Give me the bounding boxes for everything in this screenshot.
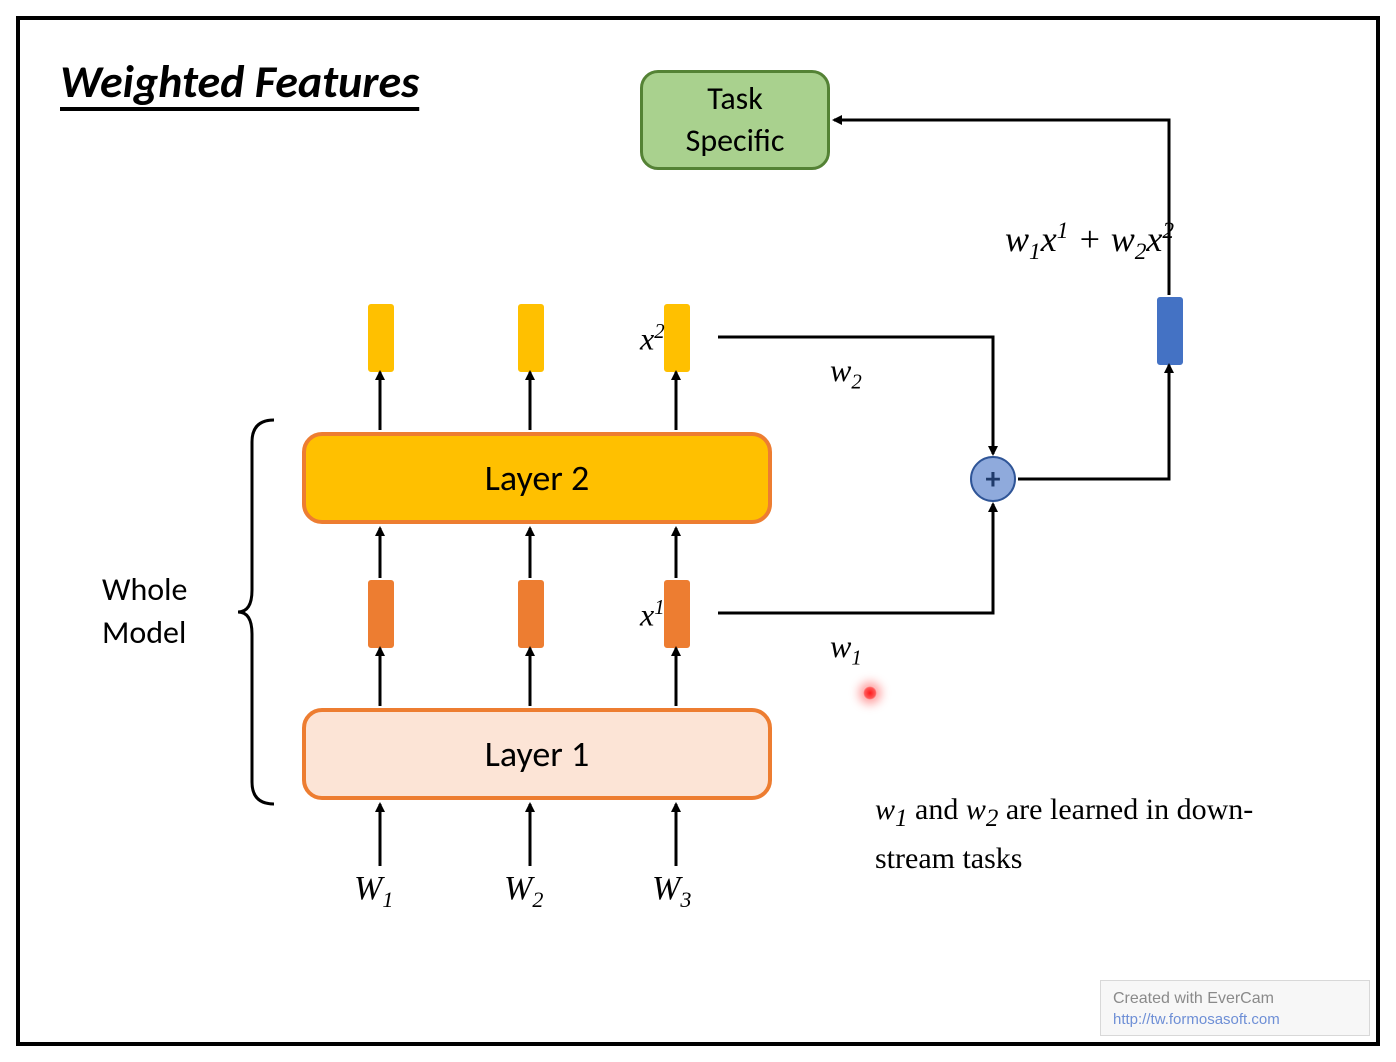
task-specific-label: Task Specific xyxy=(686,78,785,161)
input-W2: W2 xyxy=(504,870,543,913)
x2-label: x2 xyxy=(640,320,665,358)
output-feature xyxy=(1157,297,1183,365)
slide-frame: Weighted Features Task Specific w1x1 + w… xyxy=(16,16,1380,1046)
watermark-url: http://tw.formosasoft.com xyxy=(1113,1010,1357,1030)
input-W1: W1 xyxy=(354,870,393,913)
arrows-layer xyxy=(20,20,1376,1042)
formula: w1x1 + w2x2 xyxy=(1005,218,1174,266)
top-feature-2 xyxy=(518,304,544,372)
plus-node: + xyxy=(970,456,1016,502)
watermark-line1: Created with EverCam xyxy=(1113,989,1357,1010)
whole-model-label: Whole Model xyxy=(102,568,187,654)
mid-feature-1 xyxy=(368,580,394,648)
x1-label: x1 xyxy=(640,596,665,634)
layer-2-label: Layer 2 xyxy=(485,456,589,500)
task-specific-box: Task Specific xyxy=(640,70,830,170)
layer-1-box: Layer 1 xyxy=(302,708,772,800)
plus-symbol: + xyxy=(986,461,1001,498)
w1-edge-label: w1 xyxy=(830,628,862,670)
top-feature-1 xyxy=(368,304,394,372)
mid-feature-3 xyxy=(664,580,690,648)
laser-pointer-icon xyxy=(863,686,877,700)
mid-feature-2 xyxy=(518,580,544,648)
layer-1-label: Layer 1 xyxy=(485,732,589,776)
note-text: w1 and w2 are learned in down-stream tas… xyxy=(875,788,1325,881)
formula-w2: w2x2 xyxy=(1111,219,1174,259)
layer-2-box: Layer 2 xyxy=(302,432,772,524)
input-W3: W3 xyxy=(652,870,691,913)
formula-w1: w1x1 xyxy=(1005,219,1068,259)
watermark: Created with EverCam http://tw.formosaso… xyxy=(1100,980,1370,1036)
formula-plus: + xyxy=(1077,219,1110,259)
slide-title: Weighted Features xyxy=(60,54,419,110)
w2-edge-label: w2 xyxy=(830,352,862,394)
top-feature-3 xyxy=(664,304,690,372)
